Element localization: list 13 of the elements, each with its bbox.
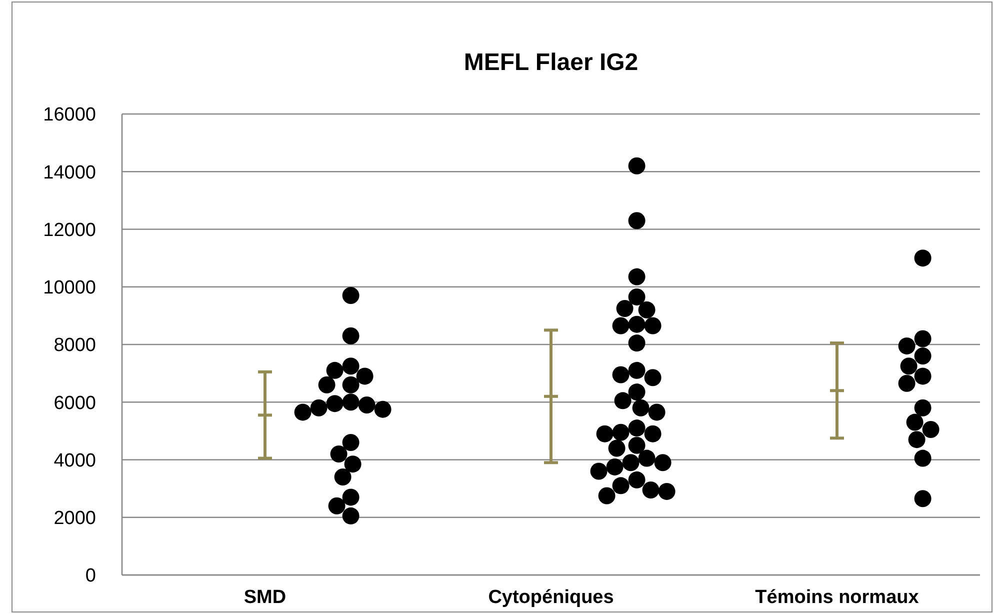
y-tick-label: 12000	[43, 220, 96, 241]
y-tick-label: 10000	[43, 278, 96, 299]
y-tick-label: 14000	[43, 162, 96, 184]
y-tick-label: 16000	[43, 104, 96, 126]
x-tick-label: Cytopéniques	[488, 587, 614, 608]
chart-title: MEFL Flaer IG2	[464, 49, 638, 76]
x-tick-label: SMD	[244, 587, 286, 608]
x-tick-label: Témoins normaux	[755, 587, 920, 608]
y-tick-label: 8000	[54, 335, 96, 356]
y-tick-label: 0	[85, 566, 96, 587]
y-tick-label: 6000	[54, 392, 96, 414]
y-tick-label: 2000	[54, 508, 96, 530]
y-tick-label: 4000	[54, 450, 96, 472]
